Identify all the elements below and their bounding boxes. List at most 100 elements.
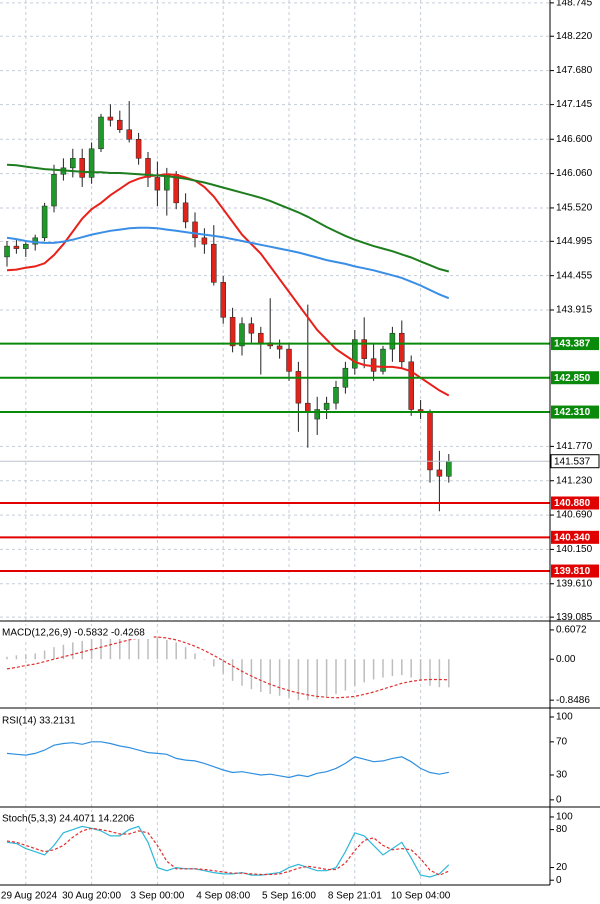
level-label: 142.310 (554, 407, 591, 418)
level-label: 143.387 (554, 339, 591, 350)
y-tick-label: 0 (556, 875, 562, 886)
macd-bar (372, 659, 375, 680)
x-tick-label: 29 Aug 2024 (1, 891, 58, 902)
candle-body (352, 339, 358, 369)
macd-bar (184, 647, 187, 660)
x-tick-label: 30 Aug 20:00 (62, 891, 121, 902)
macd-bar (297, 659, 300, 701)
macd-bar (288, 659, 290, 698)
indicator-line (6, 827, 450, 876)
y-tick-label: 141.770 (556, 441, 593, 452)
candle-body (408, 361, 414, 410)
macd-bar (410, 659, 412, 678)
candle-body (389, 332, 396, 350)
macd-bar (363, 659, 365, 683)
y-tick-label: 147.145 (556, 99, 593, 110)
candle-body (126, 129, 132, 140)
level-label: 139.810 (554, 566, 591, 577)
candle-body (192, 221, 198, 239)
macd-bar (260, 659, 262, 693)
macd-bar (15, 655, 18, 660)
indicator-line (6, 741, 449, 779)
macd-bar (335, 659, 337, 694)
macd-bar (269, 659, 271, 694)
level-label: 140.340 (554, 532, 591, 543)
macd-bar (382, 659, 384, 678)
candle-body (182, 202, 189, 223)
macd-bar (316, 659, 318, 699)
candle-body (333, 387, 339, 404)
candle-body (41, 205, 48, 239)
y-tick-label: 146.600 (556, 134, 593, 145)
y-tick-label: 141.230 (556, 475, 593, 486)
candle-body (70, 158, 76, 169)
y-tick-label: 100 (556, 812, 573, 823)
candle-body (145, 158, 151, 178)
y-tick-label: 100 (556, 712, 573, 723)
macd-bar (354, 659, 356, 686)
y-tick-label: -0.8486 (556, 695, 590, 706)
y-tick-label: 80 (556, 824, 568, 835)
candle-body (446, 460, 452, 477)
macd-bar (391, 659, 394, 677)
candle-body (436, 469, 443, 477)
candle-body (154, 177, 161, 191)
y-tick-label: 70 (556, 736, 568, 747)
candle-body (248, 323, 255, 334)
y-tick-label: 144.995 (556, 236, 593, 247)
indicator-title: RSI(14) 33.2131 (2, 716, 76, 727)
x-tick-label: 8 Sep 21:01 (328, 891, 382, 902)
macd-bar (175, 642, 177, 660)
y-tick-label: 144.455 (556, 270, 593, 281)
candle-body (361, 339, 367, 359)
y-tick-label: 147.680 (556, 65, 593, 76)
macd-bar (222, 659, 224, 674)
indicator-title: MACD(12,26,9) -0.5832 -0.4268 (2, 628, 145, 639)
macd-bar (213, 659, 215, 667)
moving-average (6, 226, 450, 300)
level-label-box (551, 530, 599, 544)
candle-body (79, 158, 85, 178)
macd-bar (72, 642, 74, 660)
candle-body (314, 409, 320, 420)
macd-bar (53, 647, 55, 660)
y-tick-label: 139.085 (556, 612, 593, 623)
macd-bar (401, 659, 403, 676)
indicator-title-bg (0, 714, 80, 727)
candle-body (13, 245, 20, 249)
level-label-box (551, 371, 599, 385)
candle-body (239, 323, 245, 347)
level-label: 142.850 (554, 373, 591, 384)
x-tick-label: 4 Sep 08:00 (196, 891, 250, 902)
macd-bar (419, 659, 422, 681)
macd-bar (119, 632, 121, 660)
macd-bar (278, 659, 281, 696)
x-tick-label: 5 Sep 16:00 (262, 891, 316, 902)
candle-body (276, 345, 283, 350)
y-tick-label: 139.610 (556, 578, 593, 589)
macd-bar (438, 659, 441, 688)
last-price-box (550, 454, 600, 469)
macd-bar (128, 631, 130, 660)
candle-body (107, 116, 114, 121)
macd-bar (137, 632, 140, 660)
macd-bar (203, 659, 206, 660)
indicator-title-bg (0, 626, 154, 639)
macd-bar (194, 653, 196, 660)
candle-body (23, 243, 29, 249)
macd-bar (429, 659, 431, 686)
macd-bar (344, 659, 347, 691)
candle-body (211, 243, 217, 283)
candle-body (295, 371, 302, 404)
y-tick-label: 148.745 (556, 0, 593, 9)
candle-body (399, 332, 405, 363)
indicator-title: Stoch(5,3,3) 24.4071 14.2206 (2, 814, 135, 825)
level-label-box (551, 405, 599, 419)
macd-bar (166, 639, 168, 660)
candle-body (323, 402, 330, 410)
macd-bar (109, 634, 112, 660)
macd-bar (147, 635, 149, 660)
